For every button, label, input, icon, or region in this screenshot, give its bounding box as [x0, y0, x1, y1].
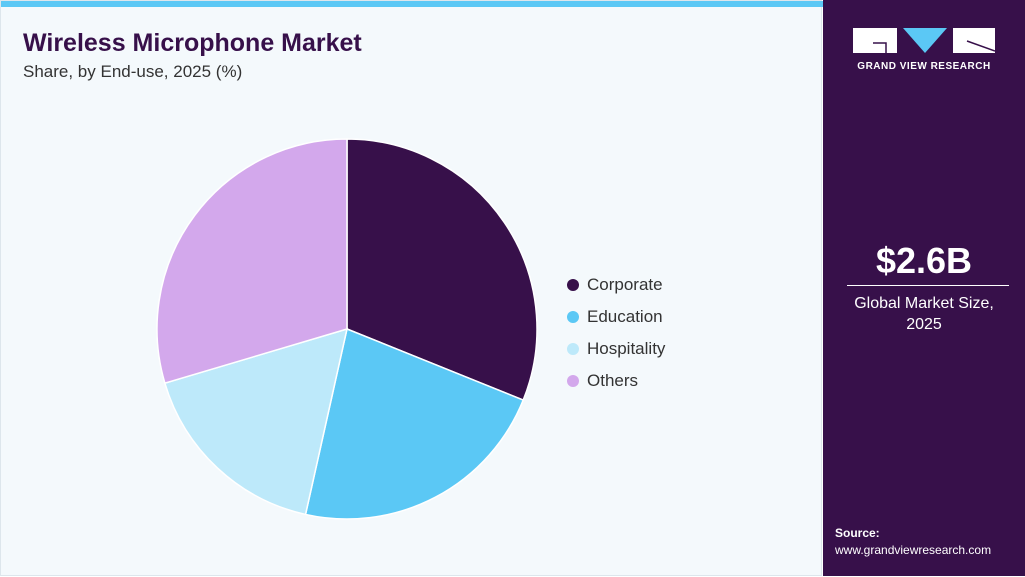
- chart-panel: Wireless Microphone Market Share, by End…: [0, 0, 823, 576]
- legend-swatch: [567, 279, 579, 291]
- info-panel: GRAND VIEW RESEARCH $2.6B Global Market …: [823, 0, 1025, 576]
- chart-title: Wireless Microphone Market: [23, 29, 362, 57]
- legend-label: Others: [587, 371, 639, 390]
- pie-slice-others: [156, 138, 348, 385]
- grand-view-research-logo: [853, 28, 995, 53]
- legend-swatch: [567, 311, 579, 323]
- legend-label: Corporate: [587, 275, 663, 294]
- divider: [847, 285, 1009, 286]
- legend-item-hospitality: Hospitality: [567, 333, 665, 365]
- legend-item-others: Others: [567, 365, 665, 397]
- source-label: Source:: [835, 526, 880, 540]
- pie-slice-corporate: [346, 138, 538, 402]
- market-size-label: Global Market Size, 2025: [823, 293, 1025, 335]
- legend-swatch: [567, 375, 579, 387]
- accent-bar: [1, 1, 823, 7]
- legend-label: Education: [587, 307, 663, 326]
- pie-slice-hospitality: [163, 327, 349, 516]
- source-link[interactable]: www.grandviewresearch.com: [835, 543, 992, 557]
- legend-swatch: [567, 343, 579, 355]
- pie-chart: [156, 138, 538, 520]
- legend-item-corporate: Corporate: [567, 269, 665, 301]
- brand-name: GRAND VIEW RESEARCH: [857, 61, 991, 72]
- market-size-value: $2.6B: [875, 240, 973, 281]
- legend-item-education: Education: [567, 301, 665, 333]
- legend-label: Hospitality: [587, 339, 666, 358]
- market-size-label-line2: 2025: [906, 316, 942, 333]
- chart-subtitle: Share, by End-use, 2025 (%): [23, 62, 243, 81]
- pie-slice-education: [304, 327, 525, 520]
- market-size-label-line1: Global Market Size,: [854, 295, 994, 312]
- legend: Corporate Education Hospitality Others: [567, 269, 665, 397]
